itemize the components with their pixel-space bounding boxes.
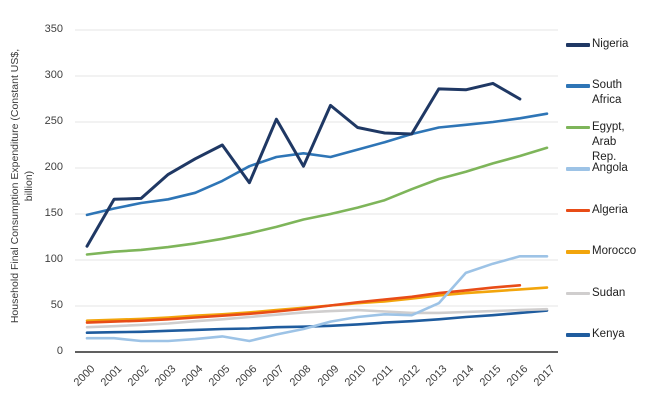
series-line-nigeria (85, 81, 522, 248)
y-tick-label-200: 200 (44, 161, 63, 173)
y-tick-label-50: 50 (50, 299, 63, 311)
y-axis-title: Household Final Consumption Expenditure … (9, 48, 35, 324)
y-tick-label-0: 0 (56, 345, 63, 357)
legend-swatch-morocco (566, 250, 590, 254)
y-tick-label-150: 150 (44, 207, 63, 219)
series-line-angola (85, 254, 549, 343)
legend-label-nigeria: Nigeria (592, 38, 629, 50)
series-line-sudan (85, 307, 549, 329)
legend-swatch-kenya (566, 333, 590, 337)
y-tick-label-300: 300 (44, 69, 63, 81)
legend-swatch-south-africa (566, 84, 590, 88)
legend-label-egypt-arab-rep: Egypt, Arab Rep. (592, 120, 625, 163)
legend-label-south-africa: South Africa (592, 79, 623, 107)
legend-label-algeria: Algeria (592, 203, 628, 216)
legend-label-angola: Angola (592, 162, 628, 175)
series-line-kenya (85, 309, 549, 335)
legend-swatch-egypt-arab-rep (566, 125, 590, 130)
series-line-egypt-arab-rep (85, 146, 549, 256)
legend-label-morocco: Morocco (592, 245, 637, 258)
series-line-south-africa (85, 112, 549, 217)
legend-swatch-algeria (566, 208, 590, 213)
legend-label-kenya: Kenya (592, 328, 625, 340)
legend-swatch-angola (566, 167, 590, 171)
y-tick-label-350: 350 (44, 23, 63, 35)
y-tick-label-100: 100 (44, 253, 63, 265)
legend-label-sudan: Sudan (592, 286, 626, 299)
legend-swatch-sudan (566, 291, 590, 296)
y-tick-label-250: 250 (44, 115, 63, 127)
legend-swatch-nigeria (566, 43, 590, 47)
